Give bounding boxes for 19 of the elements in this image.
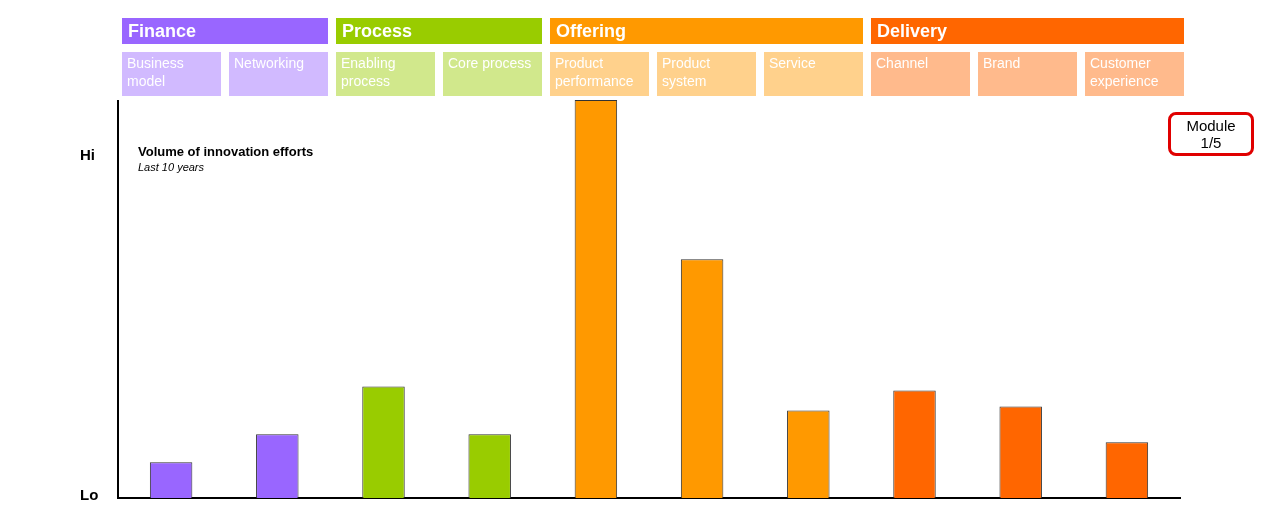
text: Module 1/5: [1168, 112, 1254, 156]
x-tick-label: Service: [764, 52, 863, 96]
x-tick-label: Channel: [871, 52, 970, 96]
text: Finance: [122, 18, 328, 44]
x-tick-label: Enabling process: [336, 52, 435, 96]
text: Offering: [550, 18, 863, 44]
text: Volume of innovation efforts: [138, 144, 315, 159]
text: Lo: [80, 486, 99, 503]
x-tick-label: Business model: [122, 52, 221, 96]
x-tick-label: Product performance: [550, 52, 649, 96]
x-tick-label: Core process: [443, 52, 542, 96]
x-tick-label: Networking: [229, 52, 328, 96]
text: Delivery: [871, 18, 1184, 44]
text: Process: [336, 18, 542, 44]
text: Last 10 years: [138, 161, 206, 173]
x-tick-label: Brand: [978, 52, 1077, 96]
x-tick-label: Customer experience: [1085, 52, 1184, 96]
x-tick-label: Product system: [657, 52, 756, 96]
text: Hi: [80, 146, 95, 163]
